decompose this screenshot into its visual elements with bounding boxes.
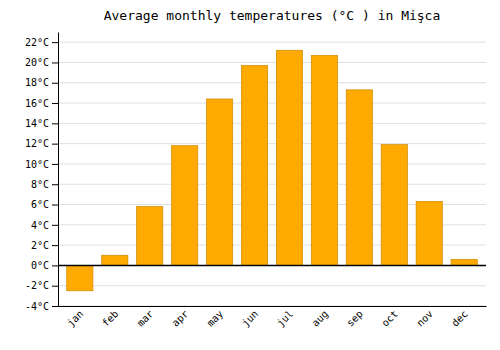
x-tick-label: nov bbox=[414, 308, 435, 329]
bar bbox=[102, 255, 128, 265]
y-tick: 0°C bbox=[31, 260, 58, 271]
x-tick-label: may bbox=[205, 308, 226, 329]
title: Average monthly temperatures (°C ) in Mi… bbox=[104, 8, 441, 23]
x-tick: oct bbox=[379, 308, 400, 329]
x-tick: apr bbox=[170, 308, 191, 329]
y-tick-label: 6°C bbox=[31, 199, 49, 210]
plot: -4°C -2°C 0°C 2°C 4°C 6°C 8°C 10°C 12°C 14°C 16°C 1… bbox=[25, 33, 487, 329]
y-tick-label: 2°C bbox=[31, 240, 49, 251]
grid-line bbox=[58, 306, 486, 307]
y-tick-mark bbox=[52, 62, 58, 63]
x-tick: may bbox=[205, 308, 226, 329]
x-tick: jul bbox=[275, 308, 296, 329]
grid-line bbox=[58, 163, 486, 164]
y-axis-line bbox=[58, 33, 59, 307]
bar bbox=[311, 55, 337, 265]
y-tick: 10°C bbox=[25, 159, 58, 170]
y-tick: -4°C bbox=[25, 301, 58, 312]
y-tick-mark bbox=[52, 42, 58, 43]
x-tick-label: jul bbox=[275, 308, 296, 329]
grid-line bbox=[58, 42, 486, 43]
x-tick-label: dec bbox=[449, 308, 470, 329]
y-tick-mark bbox=[52, 164, 58, 165]
bar bbox=[241, 65, 267, 265]
y-tick-mark bbox=[52, 184, 58, 185]
x-tick-label: apr bbox=[170, 308, 191, 329]
x-tick: aug bbox=[310, 308, 331, 329]
x-tick-label: aug bbox=[310, 308, 331, 329]
y-tick: 4°C bbox=[31, 220, 58, 231]
y-tick: 2°C bbox=[31, 240, 58, 251]
bar bbox=[451, 259, 477, 265]
bar bbox=[137, 207, 163, 266]
y-tick-label: 12°C bbox=[25, 138, 49, 149]
y-tick: 20°C bbox=[25, 57, 58, 68]
y-tick: 14°C bbox=[25, 118, 58, 129]
y-tick-mark bbox=[52, 205, 58, 206]
bar bbox=[67, 265, 93, 290]
y-tick-label: 14°C bbox=[25, 118, 49, 129]
zero-line bbox=[58, 265, 486, 267]
x-tick: jun bbox=[240, 308, 261, 329]
y-tick: 22°C bbox=[25, 37, 58, 48]
grid-line bbox=[58, 62, 486, 63]
y-tick-label: 0°C bbox=[31, 260, 49, 271]
bar bbox=[346, 90, 372, 266]
y-tick: 18°C bbox=[25, 77, 58, 88]
y-tick-mark bbox=[52, 245, 58, 246]
grid-line bbox=[58, 184, 486, 185]
x-tick-label: jan bbox=[65, 308, 86, 329]
x-tick: feb bbox=[100, 308, 121, 329]
x-tick: nov bbox=[414, 308, 435, 329]
bar bbox=[416, 201, 442, 265]
bar bbox=[172, 146, 198, 266]
y-tick-label: 18°C bbox=[25, 77, 49, 88]
grid-line bbox=[58, 265, 486, 266]
x-tick-label: mar bbox=[135, 308, 156, 329]
grid-line bbox=[58, 103, 486, 104]
y-tick-mark bbox=[52, 83, 58, 84]
x-tick-label: oct bbox=[379, 308, 400, 329]
y-tick-mark bbox=[52, 265, 58, 266]
bar bbox=[276, 50, 302, 265]
x-tick: jan bbox=[65, 308, 86, 329]
y-tick: 12°C bbox=[25, 138, 58, 149]
x-tick-label: feb bbox=[100, 308, 121, 329]
y-tick-mark bbox=[52, 225, 58, 226]
y-tick: 16°C bbox=[25, 98, 58, 109]
chart: -4°C -2°C 0°C 2°C 4°C 6°C 8°C 10°C 12°C 14°C 16°C 1… bbox=[0, 0, 500, 350]
x-tick: mar bbox=[135, 308, 156, 329]
y-tick-label: -2°C bbox=[25, 280, 49, 291]
y-tick-mark bbox=[52, 306, 58, 307]
bars bbox=[58, 50, 486, 291]
bar bbox=[206, 99, 232, 265]
y-tick-mark bbox=[52, 123, 58, 124]
y-tick-label: 4°C bbox=[31, 220, 49, 231]
x-tick-label: jun bbox=[240, 308, 261, 329]
y-tick: 6°C bbox=[31, 199, 58, 210]
x-tick: dec bbox=[449, 308, 470, 329]
y-tick-label: 20°C bbox=[25, 57, 49, 68]
x-axis: janfebmaraprmayjunjulaugsepoctnovdec bbox=[59, 307, 487, 329]
grid-line bbox=[58, 143, 486, 144]
y-axis: -4°C -2°C 0°C 2°C 4°C 6°C 8°C 10°C 12°C 14°C 16°C 1… bbox=[25, 33, 59, 312]
y-tick-label: 8°C bbox=[31, 179, 49, 190]
y-tick-label: 10°C bbox=[25, 159, 49, 170]
grid-line bbox=[58, 82, 486, 83]
x-axis-line bbox=[59, 306, 487, 307]
grid-line bbox=[58, 123, 486, 124]
grid-line bbox=[58, 285, 486, 286]
y-tick-mark bbox=[52, 286, 58, 287]
y-tick: -2°C bbox=[25, 280, 58, 291]
bar bbox=[381, 145, 407, 266]
y-tick-label: -4°C bbox=[25, 301, 49, 312]
x-tick: sep bbox=[344, 308, 365, 329]
y-tick-mark bbox=[52, 103, 58, 104]
y-tick-mark bbox=[52, 144, 58, 145]
y-tick-label: 16°C bbox=[25, 98, 49, 109]
y-tick: 8°C bbox=[31, 179, 58, 190]
x-tick-label: sep bbox=[344, 308, 365, 329]
y-tick-label: 22°C bbox=[25, 37, 49, 48]
grid bbox=[58, 42, 486, 306]
